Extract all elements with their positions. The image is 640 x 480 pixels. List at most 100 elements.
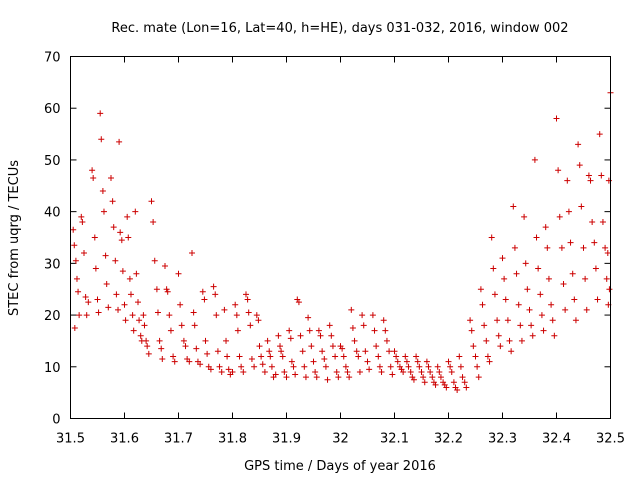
data-point: [305, 314, 312, 321]
data-point: [332, 353, 339, 360]
data-point: [213, 312, 220, 319]
data-point: [437, 374, 444, 381]
data-point: [136, 317, 143, 324]
data-point: [486, 358, 493, 365]
y-tick-label: 40: [44, 206, 61, 221]
data-point: [99, 187, 106, 194]
data-point: [158, 345, 165, 352]
data-point: [360, 322, 367, 329]
data-point: [186, 358, 193, 365]
data-point: [326, 322, 333, 329]
data-point: [349, 325, 356, 331]
data-point: [81, 250, 87, 257]
data-point: [223, 337, 230, 344]
data-point: [508, 348, 515, 355]
data-point: [313, 374, 320, 381]
data-point: [548, 301, 555, 308]
data-point: [371, 327, 378, 334]
data-point: [502, 296, 509, 303]
data-point: [163, 286, 170, 293]
data-point: [133, 270, 140, 277]
data-point: [76, 312, 83, 319]
data-point: [383, 337, 390, 344]
data-point: [521, 213, 528, 220]
data-point: [170, 353, 177, 360]
data-point: [113, 291, 120, 298]
data-point: [549, 317, 556, 324]
data-point: [297, 332, 304, 339]
data-point: [312, 368, 319, 375]
data-point: [416, 363, 423, 370]
data-point: [214, 348, 221, 355]
data-point: [121, 301, 128, 308]
data-point: [356, 368, 363, 375]
data-point: [154, 309, 161, 316]
data-point: [351, 337, 358, 344]
data-point: [359, 312, 366, 319]
data-point: [407, 368, 414, 375]
data-point: [364, 358, 371, 365]
data-point: [197, 361, 204, 368]
data-point: [302, 374, 309, 381]
data-point: [283, 374, 290, 381]
data-point: [259, 361, 266, 368]
data-point: [342, 363, 349, 370]
data-point: [110, 224, 117, 231]
data-point: [118, 237, 125, 244]
data-point: [281, 368, 288, 375]
data-point: [447, 363, 454, 370]
data-point: [353, 348, 360, 355]
data-point: [463, 384, 470, 391]
data-point: [443, 384, 450, 391]
data-point: [277, 343, 284, 350]
data-point: [275, 332, 282, 339]
data-point: [391, 348, 398, 355]
data-point: [491, 291, 498, 298]
data-point: [150, 218, 157, 225]
data-point: [483, 337, 490, 344]
data-point: [526, 306, 533, 313]
data-point: [279, 353, 286, 360]
data-point: [604, 250, 611, 257]
data-point: [317, 332, 324, 339]
data-point: [529, 332, 536, 339]
data-point: [578, 203, 585, 210]
data-point: [244, 296, 251, 303]
data-point: [319, 348, 326, 355]
data-point: [164, 288, 171, 295]
data-point: [191, 322, 198, 329]
data-point: [518, 337, 525, 344]
x-tick-label: 32.4: [542, 432, 571, 447]
data-point: [258, 353, 265, 360]
data-point: [504, 317, 511, 324]
data-point: [178, 322, 185, 329]
data-point: [572, 317, 579, 324]
data-point: [266, 348, 273, 355]
y-tick-label: 20: [44, 309, 61, 324]
data-point: [506, 337, 513, 344]
data-point: [153, 286, 160, 293]
data-point: [511, 244, 518, 251]
data-point: [535, 265, 542, 272]
data-point: [528, 322, 535, 329]
data-point: [562, 306, 569, 313]
y-tick-label: 0: [52, 413, 60, 428]
data-point: [117, 229, 124, 236]
data-point: [459, 374, 466, 381]
data-point: [389, 371, 396, 378]
data-point: [233, 312, 240, 319]
data-point: [137, 332, 144, 339]
data-point: [587, 177, 594, 184]
data-point: [290, 363, 297, 370]
data-point: [90, 175, 97, 182]
data-point: [494, 317, 501, 324]
data-point: [362, 348, 369, 355]
data-point: [82, 293, 89, 300]
data-point: [72, 257, 79, 264]
data-point: [91, 234, 98, 241]
data-point: [122, 317, 129, 324]
data-point: [513, 270, 520, 277]
data-point: [450, 379, 457, 386]
data-point: [538, 312, 545, 319]
data-point: [109, 198, 116, 205]
